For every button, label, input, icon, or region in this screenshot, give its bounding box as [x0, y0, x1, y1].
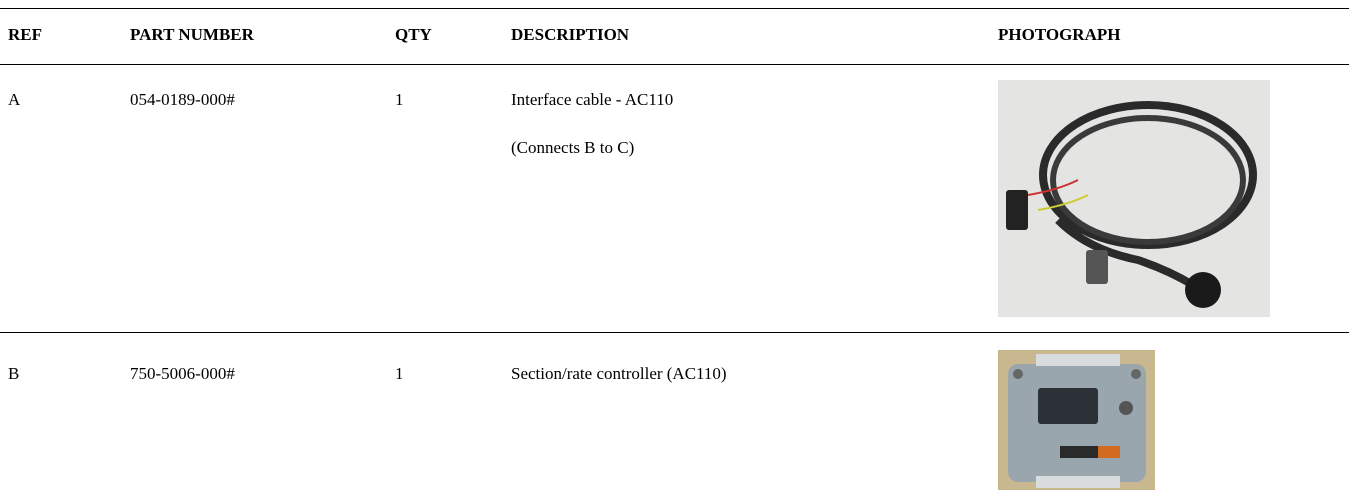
qty: 1: [395, 90, 404, 109]
top-rule: [0, 8, 1349, 9]
ref: A: [8, 90, 21, 109]
column-header: PHOTOGRAPH: [998, 25, 1121, 44]
qty: 1: [395, 364, 404, 383]
description: Section/rate controller (AC110): [511, 364, 727, 383]
part-number: 054-0189-000#: [130, 90, 235, 109]
column-header: DESCRIPTION: [511, 25, 630, 44]
description: Interface cable - AC110: [511, 90, 674, 109]
part-number: 750-5006-000#: [130, 364, 235, 383]
cable-photo: [998, 80, 1270, 317]
ref: B: [8, 364, 20, 383]
description: (Connects B to C): [511, 138, 635, 157]
column-header: REF: [8, 25, 42, 44]
controller-photo: [998, 350, 1155, 490]
header-rule: [0, 64, 1349, 65]
row-rule: [0, 332, 1349, 333]
column-header: PART NUMBER: [130, 25, 254, 44]
column-header: QTY: [395, 25, 432, 44]
